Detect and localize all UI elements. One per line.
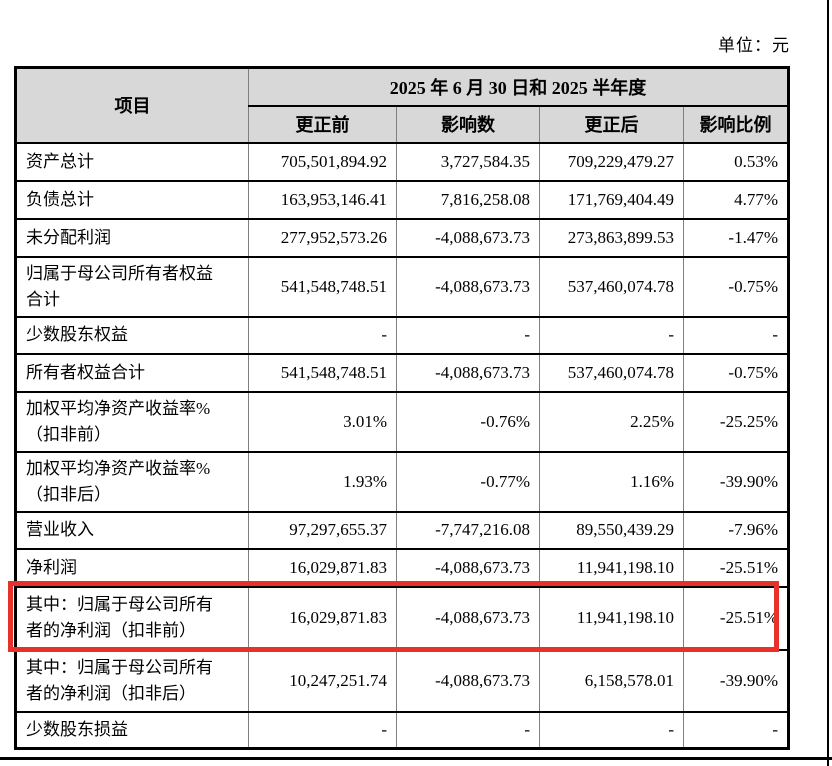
cell-ratio: -39.90% [683, 648, 789, 713]
table-row: 加权平均净资产收益率% （扣非后） 1.93% -0.77% 1.16% -39… [15, 450, 789, 513]
cell-impact: - [396, 710, 540, 750]
cell-label: 归属于母公司所有者权益 合计 [15, 255, 249, 318]
table-row: 未分配利润 277,952,573.26 -4,088,673.73 273,8… [15, 217, 789, 258]
table-body: 资产总计 705,501,894.92 3,727,584.35 709,229… [15, 141, 789, 750]
cell-after: 2.25% [539, 390, 684, 453]
cell-before: 277,952,573.26 [248, 217, 397, 258]
cell-ratio: -25.25% [683, 390, 789, 453]
table-row: 负债总计 163,953,146.41 7,816,258.08 171,769… [15, 179, 789, 220]
cell-after: 709,229,479.27 [539, 141, 684, 182]
header-col-ratio: 影响比例 [683, 104, 789, 144]
cell-after: 1.16% [539, 450, 684, 513]
cell-impact: 7,816,258.08 [396, 179, 540, 220]
cell-before: 1.93% [248, 450, 397, 513]
cell-impact: -4,088,673.73 [396, 585, 540, 651]
cell-ratio: -25.51% [683, 547, 789, 588]
cell-ratio: -25.51% [683, 585, 789, 651]
cell-label: 资产总计 [15, 141, 249, 182]
cell-ratio: -0.75% [683, 255, 789, 318]
cell-label: 未分配利润 [15, 217, 249, 258]
cell-label: 负债总计 [15, 179, 249, 220]
cell-ratio: 4.77% [683, 179, 789, 220]
header-row-columns: 更正前 影响数 更正后 影响比例 [16, 104, 789, 144]
cell-ratio: -7.96% [683, 510, 789, 550]
cell-impact: 3,727,584.35 [396, 141, 540, 182]
correction-table: 项目 2025 年 6 月 30 日和 2025 半年度 更正前 影响数 更正后… [14, 66, 790, 750]
table-header: 项目 2025 年 6 月 30 日和 2025 半年度 更正前 影响数 更正后… [15, 66, 789, 144]
header-col-before: 更正前 [248, 104, 397, 144]
table-row: 少数股东损益 - - - - [15, 710, 789, 750]
cell-after: 537,460,074.78 [539, 255, 684, 318]
cell-impact: -4,088,673.73 [396, 648, 540, 713]
header-period: 2025 年 6 月 30 日和 2025 半年度 [248, 66, 789, 107]
cell-impact: -0.76% [396, 390, 540, 453]
cell-label: 其中：归属于母公司所有 者的净利润（扣非前） [15, 585, 249, 651]
cell-label: 营业收入 [15, 510, 249, 550]
cell-impact: -4,088,673.73 [396, 352, 540, 393]
header-col-after: 更正后 [539, 104, 684, 144]
table-row: 资产总计 705,501,894.92 3,727,584.35 709,229… [15, 141, 789, 182]
cell-impact: -4,088,673.73 [396, 217, 540, 258]
cell-ratio: - [683, 315, 789, 355]
cell-ratio: -39.90% [683, 450, 789, 513]
table-row: 净利润 16,029,871.83 -4,088,673.73 11,941,1… [15, 547, 789, 588]
cell-label: 加权平均净资产收益率% （扣非前） [15, 390, 249, 453]
header-col-impact: 影响数 [396, 104, 540, 144]
cell-before: 3.01% [248, 390, 397, 453]
cell-before: 97,297,655.37 [248, 510, 397, 550]
cell-impact: -0.77% [396, 450, 540, 513]
cell-impact: -7,747,216.08 [396, 510, 540, 550]
cell-after: 6,158,578.01 [539, 648, 684, 713]
cell-label: 所有者权益合计 [15, 352, 249, 393]
cell-before: - [248, 710, 397, 750]
cell-before: 16,029,871.83 [248, 547, 397, 588]
cell-label: 少数股东权益 [15, 315, 249, 355]
table-row: 其中：归属于母公司所有 者的净利润（扣非后） 10,247,251.74 -4,… [15, 648, 789, 713]
cell-after: 11,941,198.10 [539, 547, 684, 588]
cell-after: 171,769,404.49 [539, 179, 684, 220]
table-row: 归属于母公司所有者权益 合计 541,548,748.51 -4,088,673… [15, 255, 789, 318]
cell-before: 16,029,871.83 [248, 585, 397, 651]
cell-label: 加权平均净资产收益率% （扣非后） [15, 450, 249, 513]
cell-label: 其中：归属于母公司所有 者的净利润（扣非后） [15, 648, 249, 713]
page-edge-bottom-line [0, 757, 832, 760]
cell-after: 11,941,198.10 [539, 585, 684, 651]
cell-before: 705,501,894.92 [248, 141, 397, 182]
header-item: 项目 [15, 66, 249, 144]
cell-label: 净利润 [15, 547, 249, 588]
cell-after: 537,460,074.78 [539, 352, 684, 393]
table-row: 所有者权益合计 541,548,748.51 -4,088,673.73 537… [15, 352, 789, 393]
cell-impact: -4,088,673.73 [396, 547, 540, 588]
cell-impact: -4,088,673.73 [396, 255, 540, 318]
table-row: 营业收入 97,297,655.37 -7,747,216.08 89,550,… [15, 510, 789, 550]
cell-ratio: -1.47% [683, 217, 789, 258]
table-row: 其中：归属于母公司所有 者的净利润（扣非前） 16,029,871.83 -4,… [15, 585, 789, 651]
cell-before: 10,247,251.74 [248, 648, 397, 713]
cell-impact: - [396, 315, 540, 355]
cell-ratio: -0.75% [683, 352, 789, 393]
cell-before: - [248, 315, 397, 355]
cell-ratio: - [683, 710, 789, 750]
header-row-period: 项目 2025 年 6 月 30 日和 2025 半年度 [15, 66, 789, 144]
cell-label: 少数股东损益 [15, 710, 249, 750]
cell-after: 273,863,899.53 [539, 217, 684, 258]
table-row: 加权平均净资产收益率% （扣非前） 3.01% -0.76% 2.25% -25… [15, 390, 789, 453]
cell-ratio: 0.53% [683, 141, 789, 182]
cell-after: 89,550,439.29 [539, 510, 684, 550]
cell-before: 163,953,146.41 [248, 179, 397, 220]
cell-after: - [539, 710, 684, 750]
cell-after: - [539, 315, 684, 355]
cell-before: 541,548,748.51 [248, 352, 397, 393]
page-edge-right-line [827, 0, 829, 766]
unit-label: 单位：元 [718, 36, 790, 55]
table-row: 少数股东权益 - - - - [15, 315, 789, 355]
cell-before: 541,548,748.51 [248, 255, 397, 318]
